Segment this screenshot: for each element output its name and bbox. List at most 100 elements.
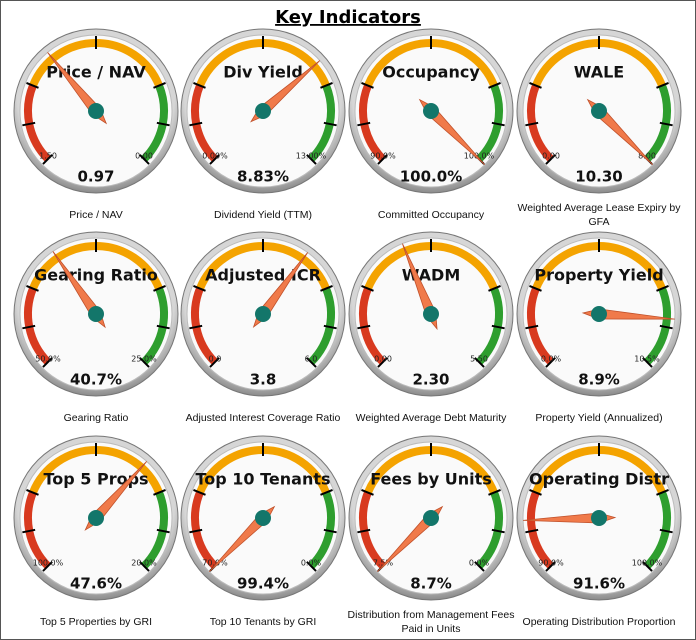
gauge-tick xyxy=(193,488,206,496)
gauge-caption: Top 10 Tenants by GRI xyxy=(209,616,317,628)
gauge-tick xyxy=(323,324,337,330)
gauge-min-label: 0.00 xyxy=(374,355,392,364)
gauge-max-label: 25.0% xyxy=(131,355,157,364)
gauge-max-label: 0.00 xyxy=(135,152,153,161)
gauge-tick xyxy=(26,284,39,292)
gauge-tick xyxy=(306,561,317,572)
gauge-tick xyxy=(323,528,337,534)
gauge: Top 5 Props 100.0% 20.0% 47.6% xyxy=(13,435,179,601)
gauge-hub xyxy=(88,103,104,119)
gauge-caption: Dividend Yield (TTM) xyxy=(213,209,313,221)
gauge-title: Div Yield xyxy=(223,63,303,82)
gauge-hub xyxy=(423,103,439,119)
gauge-title: Fees by Units xyxy=(370,470,492,489)
gauge-tick xyxy=(377,357,388,368)
gauge-tick xyxy=(357,324,371,330)
gauge-tick xyxy=(306,154,317,165)
gauge-tick xyxy=(156,528,170,534)
gauge-hub xyxy=(591,103,607,119)
gauge-tick xyxy=(209,154,220,165)
gauge-min-label: 50.0% xyxy=(35,355,61,364)
gauge-tick xyxy=(22,324,36,330)
gauge-tick xyxy=(491,121,505,127)
gauge-min-label: 0.0% xyxy=(541,355,562,364)
gauge-min-label: 0.0 xyxy=(209,355,222,364)
gauge-hub xyxy=(88,510,104,526)
gauge-tick xyxy=(488,488,501,496)
gauge: Adjusted ICR 0.0 6.0 3.8 xyxy=(180,231,346,397)
gauge-tick xyxy=(474,357,485,368)
gauge-tick xyxy=(156,324,170,330)
gauge-hub xyxy=(423,306,439,322)
gauge-caption: Adjusted Interest Coverage Ratio xyxy=(185,412,341,424)
gauge-caption: Price / NAV xyxy=(69,209,123,221)
gauge-title: Top 10 Tenants xyxy=(195,470,330,489)
gauge-value-label: 8.9% xyxy=(578,371,620,389)
gauge-tick xyxy=(42,154,53,165)
gauge-tick xyxy=(656,488,669,496)
gauge-min-label: 1.50 xyxy=(39,152,57,161)
gauge-tick xyxy=(488,284,501,292)
gauge-tick xyxy=(545,154,556,165)
gauge-tick xyxy=(642,561,653,572)
gauge-title: Top 5 Props xyxy=(43,470,148,489)
gauge-min-label: 100.0% xyxy=(33,559,64,568)
gauge: Occupancy 90.0% 100.0%100.0% xyxy=(348,28,514,194)
gauge-tick xyxy=(323,121,337,127)
gauge-tick xyxy=(320,81,333,89)
gauge-tick xyxy=(153,81,166,89)
gauge-value-label: 100.0% xyxy=(400,168,462,186)
gauge: Operating Distr 90.0% 100.0% 91.6% xyxy=(516,435,682,601)
gauge-value-label: 91.6% xyxy=(573,575,625,593)
gauge-tick xyxy=(659,121,673,127)
gauge-tick xyxy=(491,324,505,330)
gauge-tick xyxy=(306,357,317,368)
page-title: Key Indicators xyxy=(275,7,421,28)
gauge-tick xyxy=(525,324,539,330)
gauge-value-label: 40.7% xyxy=(70,371,122,389)
gauge-tick xyxy=(189,528,203,534)
gauge-tick xyxy=(529,488,542,496)
gauge-tick xyxy=(153,488,166,496)
gauge-tick xyxy=(189,121,203,127)
gauge-tick xyxy=(26,488,39,496)
gauge-caption: Distribution from Management Fees Paid i… xyxy=(347,609,515,635)
gauge-tick xyxy=(656,284,669,292)
gauge-tick xyxy=(209,357,220,368)
gauge-min-label: 0.00 xyxy=(542,152,560,161)
gauge-max-label: 0.0% xyxy=(301,559,322,568)
gauge-tick xyxy=(156,121,170,127)
gauge-value-label: 3.8 xyxy=(250,371,277,389)
gauge: Price / NAV 1.50 0.00 0.97 xyxy=(13,28,179,194)
gauge-value-label: 10.30 xyxy=(575,168,622,186)
gauge-tick xyxy=(357,121,371,127)
gauge-min-label: 0.00% xyxy=(202,152,228,161)
gauge-value-label: 0.97 xyxy=(77,168,114,186)
gauge-tick xyxy=(529,81,542,89)
gauge-min-label: 70.0% xyxy=(202,559,228,568)
gauge-tick xyxy=(153,284,166,292)
gauge-max-label: 5.50 xyxy=(470,355,488,364)
gauge-max-label: 100.0% xyxy=(632,559,663,568)
gauge-title: Adjusted ICR xyxy=(205,266,321,285)
gauge-tick xyxy=(491,528,505,534)
gauge-hub xyxy=(255,306,271,322)
gauge-caption: Operating Distribution Proportion xyxy=(522,616,676,628)
gauge-caption: Property Yield (Annualized) xyxy=(535,412,663,424)
gauge-caption: Top 5 Properties by GRI xyxy=(39,616,153,628)
gauge-tick xyxy=(488,81,501,89)
gauge-value-label: 99.4% xyxy=(237,575,289,593)
gauge-hub xyxy=(591,510,607,526)
gauge-title: WALE xyxy=(574,63,624,82)
gauge-tick xyxy=(193,81,206,89)
gauge-tick xyxy=(189,324,203,330)
gauge-min-label: 7.5% xyxy=(373,559,394,568)
gauge-caption: Weighted Average Lease Expiry by GFA xyxy=(517,202,681,228)
gauge-tick xyxy=(361,81,374,89)
gauge-tick xyxy=(361,488,374,496)
gauge-max-label: 6.0 xyxy=(305,355,318,364)
gauge-hub xyxy=(591,306,607,322)
gauge-tick xyxy=(525,121,539,127)
gauge-min-label: 90.0% xyxy=(538,559,564,568)
